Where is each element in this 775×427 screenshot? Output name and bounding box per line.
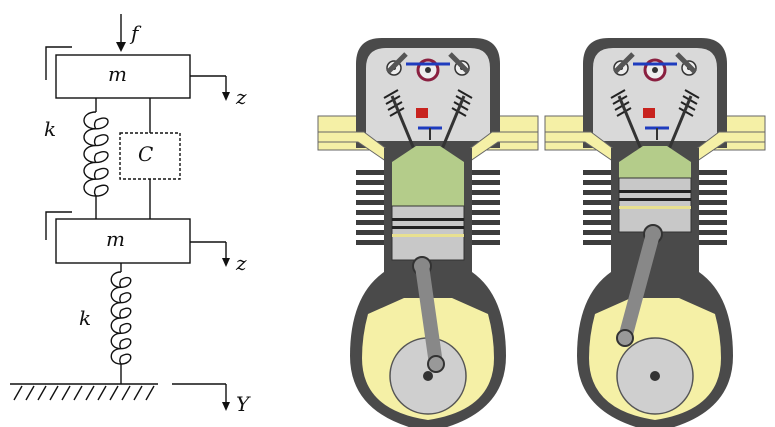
- sprung-mass-label: ms: [108, 62, 134, 89]
- road-input-arrow: [172, 383, 230, 411]
- unsprung-mass-bracket: [45, 211, 72, 240]
- damper-label: Cs: [138, 142, 160, 169]
- unsprung-mass-label: mu: [106, 227, 133, 254]
- ground: [10, 383, 158, 401]
- crank-pin: [427, 355, 445, 373]
- sprung-mass-bracket: [45, 46, 72, 80]
- z-sprung-arrow: [190, 75, 230, 101]
- tire-spring: [110, 263, 132, 384]
- connecting-rod: [618, 227, 660, 345]
- combustion-chamber: [619, 146, 691, 178]
- z-sprung-label: zs: [235, 85, 254, 112]
- damper: [119, 98, 181, 219]
- connecting-rod: [415, 259, 443, 371]
- unsprung-mass-block: [55, 218, 191, 264]
- engine-left: [318, 38, 538, 427]
- road-input-label: Y: [236, 392, 251, 416]
- force-label: f: [129, 21, 142, 45]
- crank-pin: [616, 329, 634, 347]
- suspension-spring: [83, 98, 109, 219]
- piston: [391, 205, 465, 276]
- tire-spring-label: kt: [79, 306, 97, 333]
- combustion-chamber: [392, 146, 464, 206]
- force-arrow: [116, 14, 126, 52]
- quarter-car-model: f ms zs ks Cs: [10, 14, 255, 416]
- suspension-spring-label: ks: [44, 117, 63, 144]
- z-unsprung-label: zu: [235, 251, 255, 278]
- z-unsprung-arrow: [190, 241, 230, 267]
- engine-right: [545, 38, 765, 427]
